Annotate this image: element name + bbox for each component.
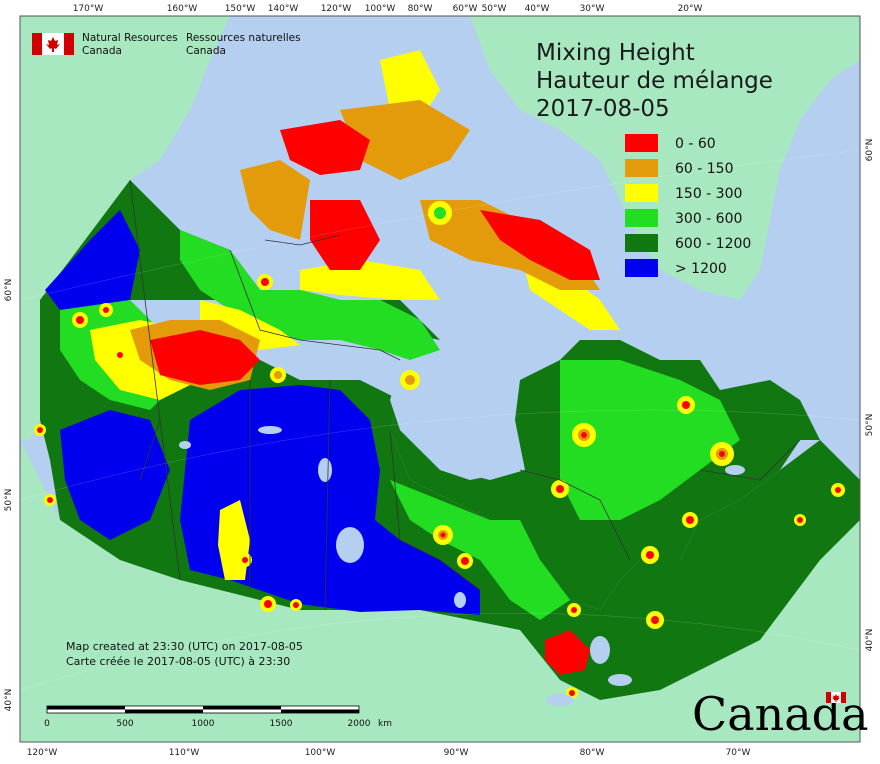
right-tick-labels: 60°N 50°N 40°N (865, 139, 875, 652)
canada-wordmark: Canada (692, 687, 869, 741)
left-tick-label: 60°N (4, 279, 14, 302)
scale-label: 2000 (348, 719, 371, 729)
legend-label: 60 - 150 (675, 161, 734, 177)
scale-label: 0 (44, 719, 50, 729)
region-0-60-baffin (480, 210, 600, 280)
flag-maple-leaf-icon (832, 694, 840, 702)
region-150-300-nunavut (380, 50, 440, 120)
legend-label: 300 - 600 (675, 211, 742, 227)
bottom-tick-label: 120°W (27, 748, 58, 758)
right-tick-label: 40°N (865, 629, 875, 652)
created-note-en: Map created at 23:30 (UTC) on 2017-08-05 (66, 640, 303, 653)
greenland (470, 16, 860, 300)
bottom-tick-label: 80°W (580, 748, 605, 758)
agency-en-line1: Natural Resources (82, 32, 178, 44)
created-note-fr: Carte créée le 2017-08-05 (UTC) à 23:30 (66, 655, 290, 668)
bottom-tick-label: 90°W (444, 748, 469, 758)
right-tick-label: 50°N (865, 414, 875, 437)
region-0-60-arctic-2 (310, 200, 380, 270)
region-over-1200-central (180, 385, 480, 615)
top-tick-label: 40°W (525, 4, 550, 14)
alaska (20, 16, 230, 310)
bottom-tick-label: 110°W (169, 748, 200, 758)
top-tick-label: 80°W (408, 4, 433, 14)
agency-fr-line2: Canada (186, 45, 226, 57)
top-tick-label: 30°W (580, 4, 605, 14)
scale-bar (46, 705, 360, 714)
top-tick-labels: 170°W 160°W 150°W 140°W 120°W 100°W 80°W 60°W 50… (73, 4, 703, 14)
region-60-150-arctic-islands (240, 160, 310, 240)
agency-en-line2: Canada (82, 45, 122, 57)
agency-fr-line1: Ressources naturelles (186, 32, 301, 44)
region-300-600-north (180, 230, 440, 360)
legend-label: 600 - 1200 (675, 236, 751, 252)
provincial-borders (129, 179, 801, 611)
top-tick-label: 100°W (365, 4, 396, 14)
top-tick-label: 60°W (453, 4, 478, 14)
legend-swatch (625, 134, 658, 152)
region-0-60-arctic-1 (280, 120, 370, 175)
left-tick-label: 50°N (4, 489, 14, 512)
legend-swatch (625, 259, 658, 277)
left-tick-labels: 60°N 50°N 40°N (4, 279, 14, 712)
legend-swatch (625, 234, 658, 252)
region-0-60-yukon (150, 330, 260, 385)
region-300-600-quebec (560, 360, 740, 520)
scale-unit: km (378, 719, 392, 729)
top-tick-label: 20°W (678, 4, 703, 14)
region-300-600-ontario (390, 480, 570, 620)
scale-label: 1000 (192, 719, 215, 729)
top-tick-label: 120°W (321, 4, 352, 14)
bottom-tick-labels: 120°W 110°W 100°W 90°W 80°W 70°W (27, 748, 751, 758)
legend-swatch (625, 184, 658, 202)
top-tick-label: 140°W (268, 4, 299, 14)
top-tick-label: 50°W (482, 4, 507, 14)
bottom-tick-label: 70°W (726, 748, 751, 758)
legend: 0 - 60 60 - 150 150 - 300 300 - 600 600 - 12… (625, 134, 751, 277)
right-tick-label: 60°N (865, 139, 875, 162)
region-60-150-arctic-east (340, 100, 470, 180)
legend-label: 150 - 300 (675, 186, 742, 202)
title-line1: Mixing Height (536, 40, 695, 66)
graticule (19, 149, 861, 691)
scale-bar-labels: 0 500 1000 1500 2000 (44, 719, 371, 729)
region-over-1200-west (60, 410, 170, 540)
region-over-1200-yukon (45, 210, 140, 310)
legend-label: > 1200 (675, 261, 727, 277)
hudson-bay (390, 330, 525, 480)
region-0-60-ontario (545, 630, 590, 675)
scale-label: 500 (116, 719, 133, 729)
left-tick-label: 40°N (4, 689, 14, 712)
scale-label: 1500 (270, 719, 293, 729)
top-tick-label: 150°W (225, 4, 256, 14)
bottom-tick-label: 100°W (305, 748, 336, 758)
legend-label: 0 - 60 (675, 136, 716, 152)
legend-swatch (625, 159, 658, 177)
title-date: 2017-08-05 (536, 96, 670, 122)
lakes (179, 426, 745, 706)
nrcan-logo (32, 33, 74, 55)
title-line2: Hauteur de mélange (536, 68, 773, 94)
usa (20, 440, 860, 742)
top-tick-label: 170°W (73, 4, 104, 14)
legend-swatch (625, 209, 658, 227)
maple-leaf-icon (46, 37, 60, 52)
top-tick-label: 160°W (167, 4, 198, 14)
